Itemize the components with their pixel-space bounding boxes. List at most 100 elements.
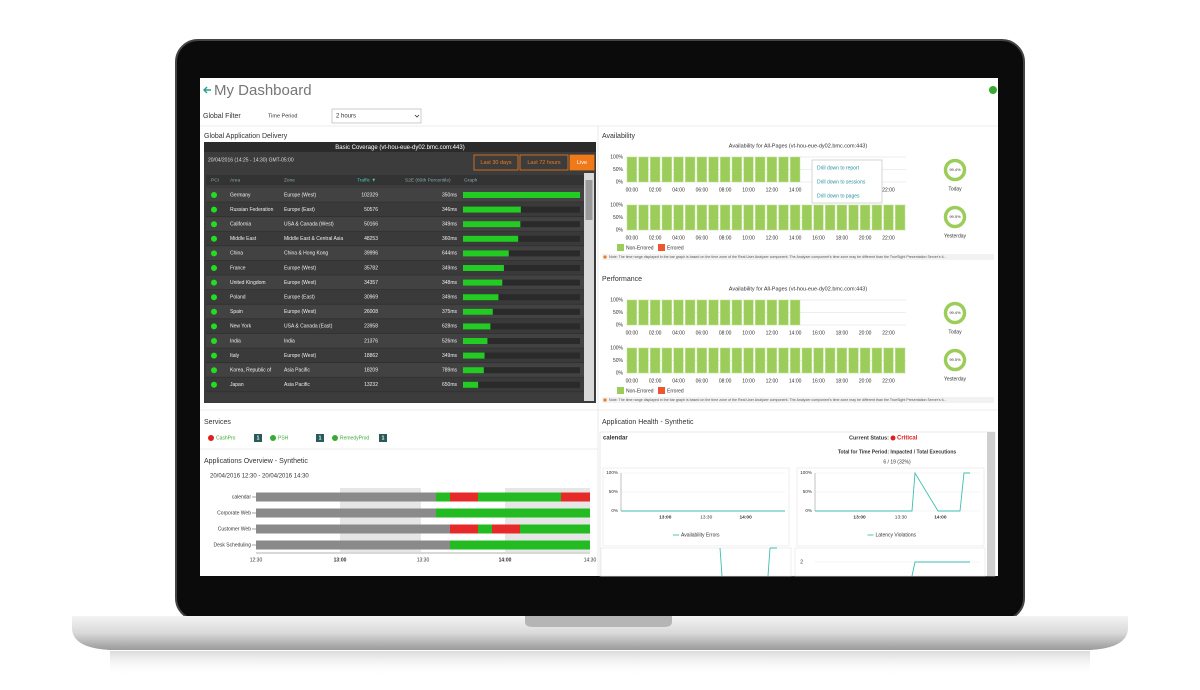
menu-item[interactable]: Drill down to report (817, 165, 860, 171)
range-button[interactable] (519, 154, 569, 171)
bar (708, 347, 719, 374)
x-tick-label: 12:00 (766, 378, 779, 384)
graph-track (463, 308, 580, 315)
bar (836, 347, 847, 374)
chart-box (602, 467, 790, 547)
status-dot (211, 265, 217, 271)
bar (895, 204, 906, 231)
zone: China & Hong Kong (284, 251, 328, 257)
count-box (254, 434, 262, 442)
legend-swatch (658, 387, 665, 394)
scrollbar (584, 173, 594, 401)
range-button-label[interactable]: Last 30 days (480, 160, 511, 166)
status-segment (478, 524, 492, 534)
chart-box (600, 547, 792, 577)
service-count: 1 (257, 435, 260, 441)
y-tick-label: 0% (611, 508, 618, 513)
status-dot (211, 250, 217, 257)
x-tick-label: 12:00 (766, 330, 779, 336)
donut (943, 301, 967, 325)
x-tick-label: 20:00 (859, 330, 872, 336)
y-tick-label: 50% (803, 489, 812, 494)
lid-notch (525, 616, 672, 627)
area: Germany (230, 192, 251, 198)
area: New York (230, 324, 252, 330)
menu-item[interactable]: Drill down to pages (817, 193, 860, 199)
service-name[interactable]: PSH (278, 435, 289, 441)
y-tick-label: 50% (613, 215, 624, 221)
graph-bar (463, 265, 504, 271)
latency: 650ms (442, 382, 458, 388)
bar (755, 204, 766, 231)
service-name[interactable]: RemedyProd (340, 435, 369, 441)
column-header[interactable]: Traffic ▼ (357, 177, 376, 183)
x-tick-label: 14:00 (789, 235, 802, 241)
y-tick-label: 100% (606, 470, 618, 475)
chart-title: Availability for All-Pages (vt-hou-eue-d… (729, 143, 868, 149)
y-tick-label: 100% (800, 470, 812, 475)
zone: Europe (West) (284, 309, 316, 315)
traffic: 18862 (364, 353, 378, 359)
range-button[interactable] (473, 154, 519, 171)
select-box[interactable] (331, 108, 422, 124)
bar (626, 156, 637, 183)
legend-swatch (617, 244, 624, 251)
legend-swatch (658, 244, 665, 251)
zone: USA & Canada (West) (284, 222, 334, 228)
zone: Middle East & Central Asia (284, 236, 343, 242)
graph-track (463, 250, 580, 257)
service-name[interactable]: CashPro (216, 435, 236, 441)
status-dot (211, 323, 217, 330)
bar (871, 347, 882, 374)
range-button[interactable] (569, 154, 595, 171)
table-titlebar (204, 142, 596, 152)
x-tick-label: 13:30 (417, 557, 430, 563)
zone: Europe (East) (284, 207, 315, 213)
donut-value: 99.5% (949, 357, 961, 362)
x-tick-label: 16:00 (812, 378, 825, 384)
bar (743, 299, 754, 326)
drill-menu (811, 159, 883, 204)
select-value[interactable]: 2 hours (336, 114, 356, 120)
x-tick-label: 02:00 (649, 330, 662, 336)
x-tick-label: 10:00 (742, 330, 755, 336)
panel-title: Global Application Delivery (204, 133, 288, 140)
bar (778, 156, 789, 183)
graph-track (463, 206, 580, 213)
y-tick-label: 0% (616, 370, 624, 376)
x-tick-label: 08:00 (719, 235, 732, 241)
graph-bar (463, 338, 488, 344)
latency: 526ms (442, 338, 458, 344)
latency: 349ms (442, 222, 458, 228)
x-tick-label: 22:00 (882, 330, 895, 336)
x-tick-label: 00:00 (626, 378, 639, 384)
graph-bar (463, 352, 485, 359)
x-tick-label: 10:00 (742, 187, 755, 193)
scroll-thumb[interactable] (585, 180, 593, 220)
x-tick-label: 16:00 (812, 330, 825, 336)
bar (755, 156, 766, 183)
x-tick-label: 04:00 (672, 330, 685, 336)
series-line (719, 547, 777, 577)
range-button-label[interactable]: Live (577, 160, 587, 166)
status-segment (561, 492, 590, 502)
area: China (230, 251, 243, 257)
help-icon[interactable] (989, 86, 997, 94)
donut-value: 99.4% (949, 310, 961, 315)
zone: Europe (West) (284, 353, 316, 359)
graph-track (463, 323, 580, 330)
bar (626, 347, 637, 374)
status-dot (211, 279, 217, 286)
laptop-base (72, 616, 1128, 650)
graph-track (463, 367, 580, 374)
menu-item[interactable]: Drill down to sessions (817, 179, 866, 185)
zone: Asia Pacific (284, 368, 310, 374)
traffic: 50576 (364, 207, 378, 213)
range-button-label[interactable]: Last 72 hours (527, 160, 561, 166)
x-tick-label: 08:00 (719, 187, 732, 193)
bar (685, 204, 696, 231)
legend-label: Errored (667, 245, 684, 251)
select-caret (414, 114, 420, 118)
back-arrow[interactable] (203, 86, 211, 94)
